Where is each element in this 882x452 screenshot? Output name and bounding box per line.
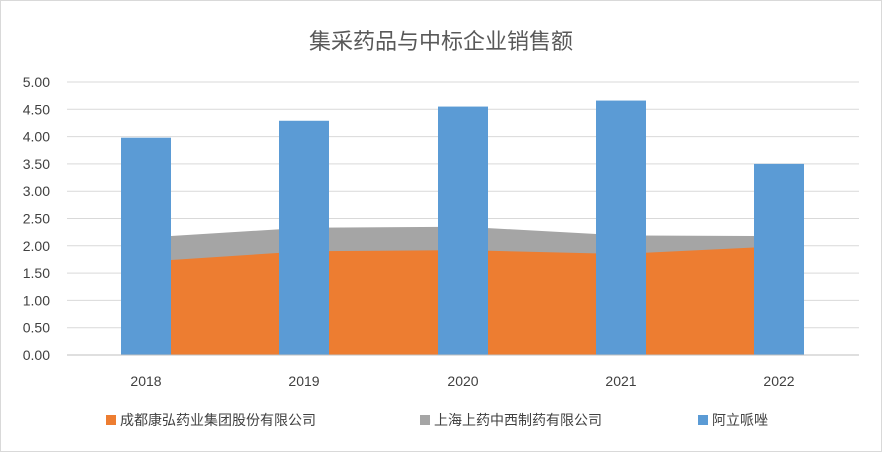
bar-series xyxy=(121,100,804,356)
y-tick-label: 2.50 xyxy=(23,211,50,227)
y-tick-label: 2.00 xyxy=(23,238,50,254)
x-tick-label: 2019 xyxy=(288,373,319,389)
legend-swatch xyxy=(106,415,116,425)
legend: 成都康弘药业集团股份有限公司 上海上药中西制药有限公司 阿立哌唑 xyxy=(106,412,768,429)
y-tick-label: 3.00 xyxy=(23,183,50,199)
y-tick-label: 4.00 xyxy=(23,129,50,145)
bar xyxy=(121,137,171,355)
x-tick-label: 2018 xyxy=(130,373,161,389)
bar xyxy=(438,106,488,355)
x-tick-label: 2022 xyxy=(763,373,794,389)
bar xyxy=(279,120,329,356)
y-tick-label: 1.50 xyxy=(23,265,50,281)
bar xyxy=(754,163,804,355)
x-tick-label: 2020 xyxy=(447,373,478,389)
y-tick-label: 3.50 xyxy=(23,156,50,172)
y-tick-label: 0.50 xyxy=(23,320,50,336)
chart-title: 集采药品与中标企业销售额 xyxy=(309,30,573,55)
legend-label: 成都康弘药业集团股份有限公司 xyxy=(120,412,316,429)
y-tick-label: 1.00 xyxy=(23,292,50,308)
legend-swatch xyxy=(698,415,708,425)
x-tick-label: 2021 xyxy=(605,373,636,389)
y-tick-label: 0.00 xyxy=(23,347,50,363)
legend-swatch xyxy=(420,415,430,425)
y-tick-label: 4.50 xyxy=(23,101,50,117)
legend-label: 阿立哌唑 xyxy=(712,412,768,429)
x-axis: 2018 2019 2020 2021 2022 xyxy=(67,354,859,389)
y-tick-label: 5.00 xyxy=(23,74,50,90)
bar xyxy=(596,100,646,356)
y-axis: 0.00 0.50 1.00 1.50 2.00 2.50 3.00 3.50 4.00 4.50… xyxy=(23,74,50,363)
legend-label: 上海上药中西制药有限公司 xyxy=(434,413,602,429)
